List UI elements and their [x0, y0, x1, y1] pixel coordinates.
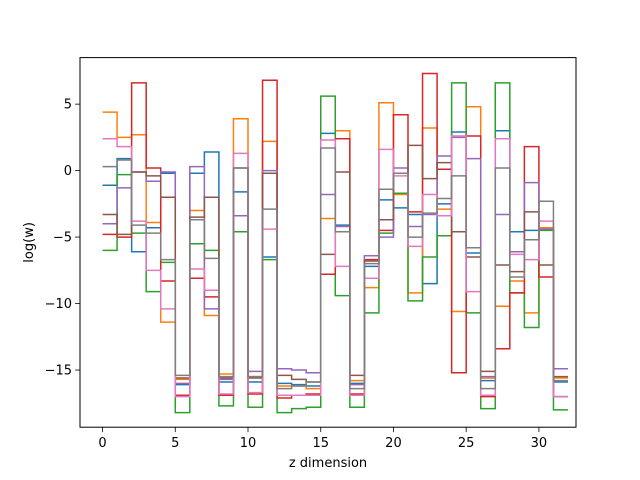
series-6-line: [102, 135, 568, 398]
series-layer: [102, 72, 568, 414]
y-tick-label: 0: [64, 164, 72, 179]
x-tick-label: 20: [385, 436, 402, 451]
y-ticks: −15 −10 −5 0 5: [45, 98, 80, 379]
y-tick-label: 5: [64, 98, 72, 113]
y-axis-label: log(w): [22, 222, 37, 263]
x-tick-label: 10: [240, 436, 257, 451]
x-tick-label: 30: [531, 436, 548, 451]
x-tick-label: 5: [171, 436, 179, 451]
plot-frame: [79, 57, 577, 428]
y-tick-label: −10: [45, 297, 72, 312]
x-tick-label: 0: [98, 436, 106, 451]
y-tick-label: −15: [45, 364, 72, 379]
x-tick-label: 15: [312, 436, 329, 451]
y-tick-label: −5: [53, 231, 72, 246]
x-ticks: 0 5 10 15 20 25 30: [98, 427, 547, 451]
x-tick-label: 25: [458, 436, 475, 451]
series-7-line: [102, 147, 568, 390]
x-axis-label: z dimension: [289, 456, 367, 471]
